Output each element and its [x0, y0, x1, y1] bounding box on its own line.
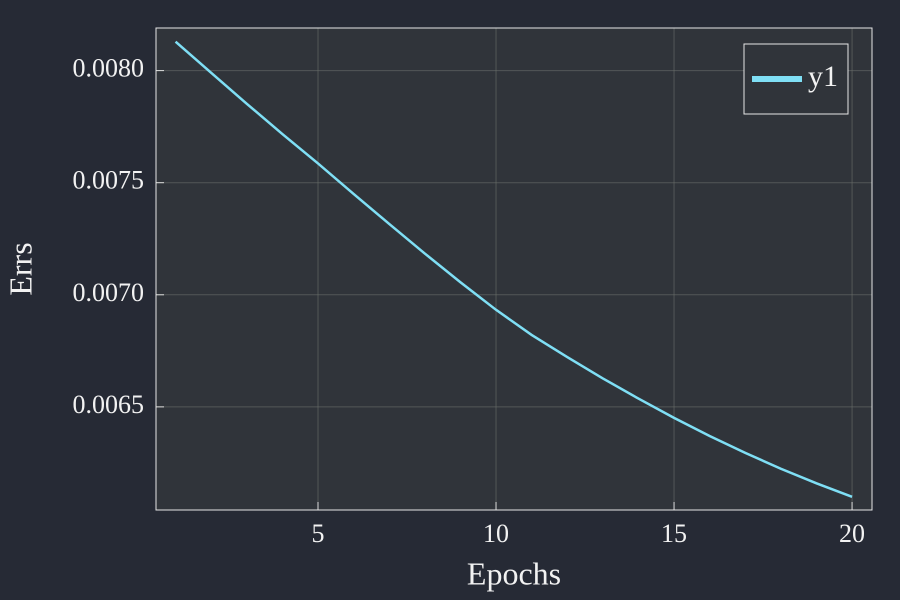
x-tick-label: 15: [661, 519, 687, 548]
y-tick-label: 0.0065: [73, 390, 145, 419]
x-tick-label: 5: [311, 519, 324, 548]
y-tick-label: 0.0070: [73, 278, 145, 307]
x-axis-label: Epochs: [467, 555, 561, 591]
y-tick-label: 0.0075: [73, 166, 145, 195]
x-tick-label: 20: [839, 519, 865, 548]
plot-frame: [155, 27, 873, 511]
x-tick-label: 10: [483, 519, 509, 548]
y-axis-label: Errs: [2, 242, 38, 295]
legend-label: y1: [808, 60, 838, 93]
line: [174, 40, 853, 498]
y-tick-label: 0.0080: [73, 54, 145, 83]
